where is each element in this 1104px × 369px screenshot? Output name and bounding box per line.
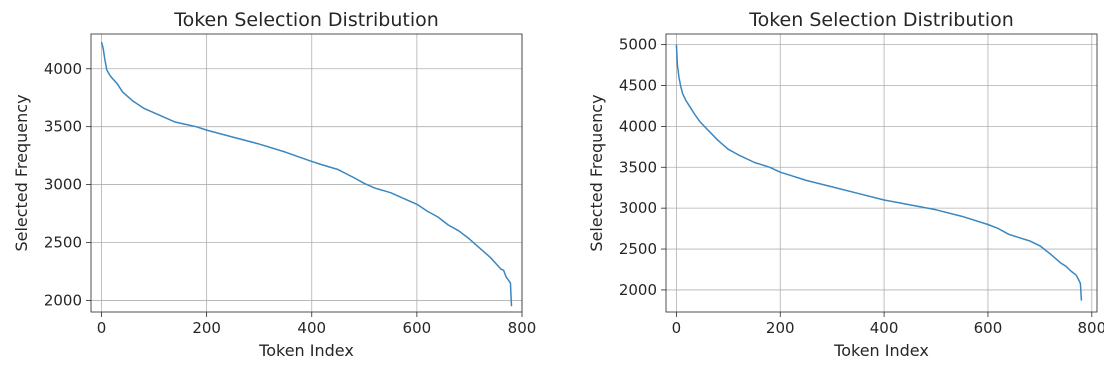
x-tick-label: 600: [974, 319, 1003, 337]
y-tick-label: 2000: [619, 281, 657, 299]
y-tick-label: 2500: [44, 234, 82, 252]
axes-frame: [90, 33, 523, 313]
y-tick-label: 4500: [619, 77, 657, 95]
x-tick-label: 600: [403, 319, 432, 337]
axes-frame: [665, 33, 1098, 313]
chart-2: 0 200 400 600 800 2000 2500 3000 3500 4000 4500 500…: [587, 9, 1104, 360]
y-axis-label: Selected Frequency: [12, 94, 31, 251]
y-tick-label: 4000: [619, 117, 657, 135]
y-tick-label: 3500: [619, 158, 657, 176]
x-axis-label: Token Index: [833, 341, 929, 360]
x-tick-label: 800: [1077, 319, 1104, 337]
y-tick-label: 3000: [44, 176, 82, 194]
y-tick-label: 4000: [44, 60, 82, 78]
chart-title: Token Selection Distribution: [748, 9, 1014, 31]
x-tick-label: 0: [97, 319, 107, 337]
series-line: [100, 41, 513, 307]
x-tick-label: 0: [672, 319, 682, 337]
y-tick-label: 3000: [619, 199, 657, 217]
x-axis-label: Token Index: [258, 341, 354, 360]
chart-title: Token Selection Distribution: [173, 9, 439, 31]
chart-1: 0 200 400 600 800 2000 2500 3000 3500 4000 Token S…: [12, 9, 536, 360]
y-axis-label: Selected Frequency: [587, 94, 606, 251]
y-tick-label: 2500: [619, 240, 657, 258]
y-tick-label: 3500: [44, 118, 82, 136]
series-line: [675, 44, 1083, 301]
x-tick-label: 200: [766, 319, 795, 337]
y-tick-label: 5000: [619, 36, 657, 54]
x-tick-label: 800: [508, 319, 537, 337]
x-tick-label: 400: [870, 319, 899, 337]
y-tick-label: 2000: [44, 291, 82, 309]
x-tick-label: 200: [192, 319, 221, 337]
x-tick-label: 400: [297, 319, 326, 337]
